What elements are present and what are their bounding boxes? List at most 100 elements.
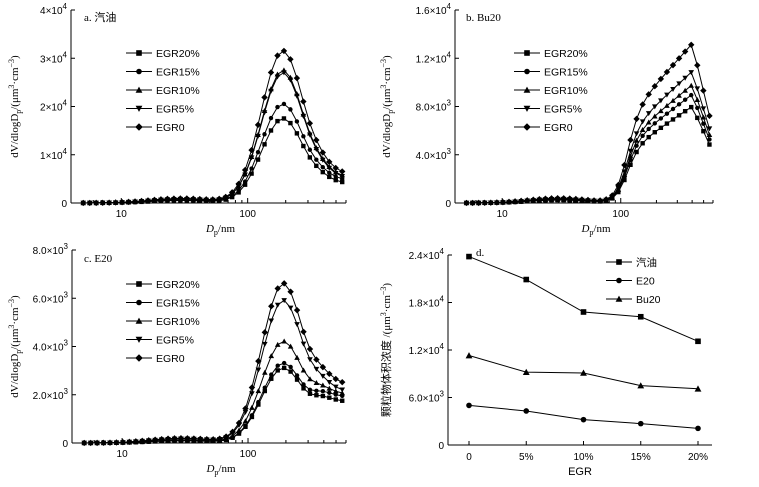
- data-point: [475, 199, 482, 207]
- data-point: [633, 137, 640, 143]
- data-point: [340, 398, 345, 403]
- y-axis-label: 颗粒物体积浓度 /(μm3·cm−3): [379, 283, 393, 418]
- data-point: [487, 199, 494, 206]
- data-point: [465, 352, 473, 359]
- legend-label: EGR0: [544, 122, 573, 134]
- data-point: [268, 128, 274, 133]
- data-point: [652, 130, 657, 135]
- y-tick-label: 8.0×103: [416, 99, 452, 114]
- data-point: [522, 368, 530, 375]
- series-4: [81, 280, 346, 447]
- data-point: [301, 386, 306, 391]
- data-point: [242, 405, 249, 412]
- data-point: [658, 98, 664, 104]
- data-point: [222, 193, 229, 201]
- data-point: [119, 438, 127, 446]
- data-point: [294, 322, 300, 328]
- legend-label: E20: [636, 276, 655, 288]
- data-point: [669, 61, 677, 69]
- data-point: [235, 180, 242, 188]
- data-point: [333, 397, 338, 402]
- data-point: [652, 121, 657, 126]
- data-point: [602, 196, 610, 203]
- data-point: [657, 75, 665, 83]
- data-point: [313, 356, 320, 363]
- data-point: [319, 157, 326, 163]
- data-point: [294, 377, 300, 382]
- legend-marker: [616, 259, 622, 265]
- data-point: [203, 196, 210, 203]
- data-point: [314, 163, 319, 169]
- data-point: [622, 177, 627, 183]
- data-point: [262, 341, 268, 347]
- data-point: [701, 129, 706, 134]
- data-point: [645, 91, 652, 98]
- data-point: [274, 74, 281, 80]
- data-point: [706, 112, 713, 120]
- data-point: [145, 437, 152, 444]
- data-point: [307, 147, 313, 152]
- data-point: [578, 196, 586, 203]
- data-point: [536, 195, 543, 203]
- data-point: [281, 116, 287, 121]
- data-point: [645, 111, 652, 117]
- data-point: [637, 420, 644, 427]
- data-point: [682, 87, 688, 93]
- series-1: [466, 402, 701, 432]
- data-point: [287, 288, 294, 295]
- data-point: [664, 111, 670, 116]
- data-point: [105, 199, 113, 206]
- series-2: [463, 82, 713, 206]
- legend-marker: [136, 299, 142, 306]
- data-point: [493, 199, 501, 206]
- chart-panel-b: 0 4.0×103 8.0×103 1.2×104 1.6×104 b. Bu20 10 10…: [379, 2, 714, 237]
- data-point: [254, 121, 262, 129]
- data-point: [707, 142, 712, 147]
- data-point: [327, 174, 332, 180]
- y-tick-label: 0: [61, 199, 67, 210]
- data-point: [158, 435, 165, 443]
- data-point: [675, 55, 683, 62]
- data-point: [269, 376, 274, 381]
- data-point: [663, 68, 671, 76]
- x-tick-label: 10: [116, 209, 128, 220]
- data-point: [695, 338, 701, 345]
- data-point: [307, 376, 313, 382]
- data-point: [645, 119, 652, 125]
- data-point: [694, 385, 702, 392]
- data-point: [126, 438, 133, 446]
- series-3: [80, 70, 346, 206]
- data-point: [706, 126, 713, 132]
- x-tick-label: 100: [239, 209, 256, 220]
- legend-marker: [523, 123, 531, 131]
- data-point: [177, 195, 184, 202]
- data-point: [268, 115, 274, 121]
- data-point: [281, 101, 287, 107]
- data-point: [339, 168, 346, 175]
- data-point: [275, 104, 280, 110]
- series-line: [466, 71, 710, 204]
- data-point: [326, 379, 333, 385]
- legend: EGR20% EGR15% EGR10% EGR5% EGR0: [126, 48, 200, 134]
- data-point: [320, 389, 326, 394]
- legend-marker: [136, 50, 142, 56]
- data-point: [301, 134, 306, 139]
- data-point: [268, 88, 274, 94]
- legend: 汽油 E20 Bu20: [606, 256, 661, 306]
- data-point: [301, 143, 306, 149]
- data-point: [332, 388, 339, 394]
- data-point: [609, 192, 616, 199]
- data-point: [695, 105, 700, 111]
- data-point: [242, 182, 248, 187]
- legend-label: Bu20: [636, 294, 661, 306]
- data-point: [548, 195, 555, 202]
- data-point: [262, 142, 267, 147]
- data-point: [261, 94, 268, 101]
- data-point: [332, 171, 339, 177]
- y-tick-label: 6.0×103: [33, 290, 69, 305]
- y-tick-label: 2.0×103: [33, 387, 69, 402]
- data-point: [255, 157, 261, 162]
- y-tick-label: 4.0×103: [416, 147, 452, 162]
- data-point: [249, 413, 255, 418]
